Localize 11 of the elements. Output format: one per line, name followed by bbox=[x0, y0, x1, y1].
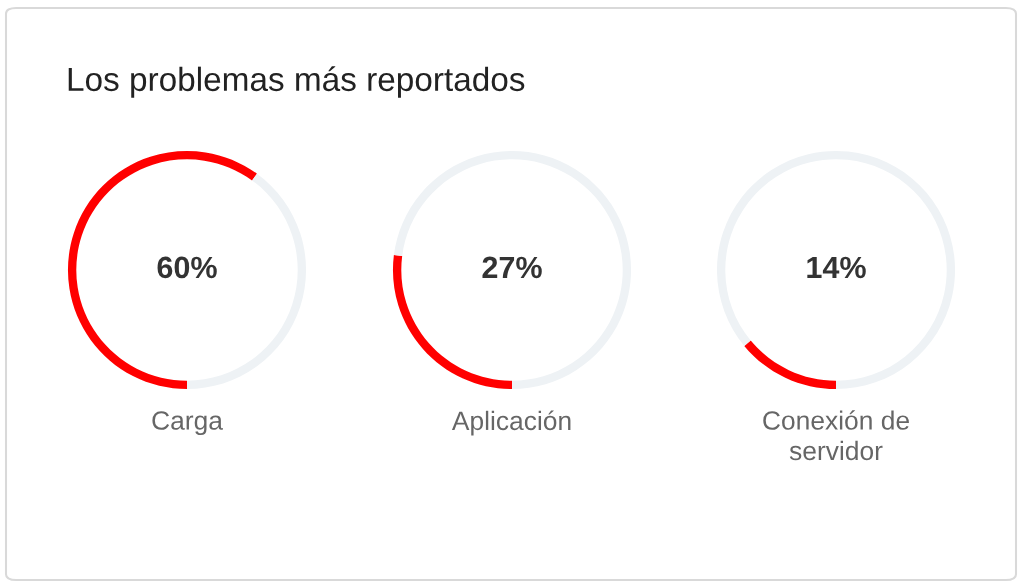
donut-slice bbox=[67, 150, 257, 390]
slice-label: Carga bbox=[152, 411, 223, 436]
text: 14% bbox=[807, 256, 866, 279]
donut-slice bbox=[393, 150, 632, 390]
donut-slice bbox=[744, 340, 836, 390]
slice-label: Conexión de servidor bbox=[763, 410, 909, 461]
text: 27% bbox=[482, 256, 542, 279]
text: 60% bbox=[157, 256, 217, 279]
slice-label: Aplicación bbox=[451, 410, 571, 436]
chart-title: Los problemas más reportados bbox=[68, 66, 525, 98]
donut-slice bbox=[716, 150, 956, 390]
